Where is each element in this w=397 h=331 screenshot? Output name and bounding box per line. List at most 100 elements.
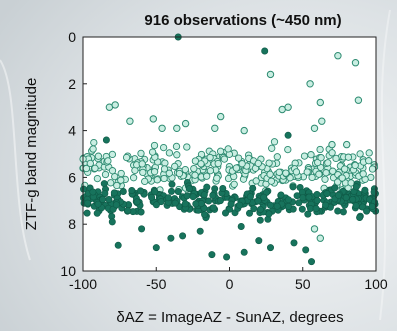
filled-point	[80, 185, 88, 193]
open-point	[265, 159, 273, 167]
open-point	[334, 178, 342, 186]
filled-point	[323, 190, 331, 198]
open-point	[230, 180, 238, 188]
open-point	[89, 145, 97, 153]
open-point	[206, 153, 214, 162]
filled-point	[237, 223, 245, 231]
open-point	[149, 115, 158, 123]
filled-point	[219, 185, 227, 193]
open-point	[165, 149, 174, 157]
filled-point	[83, 209, 91, 217]
y-tick-label: 6	[68, 169, 76, 185]
filled-point	[295, 199, 303, 207]
filled-point	[298, 205, 306, 213]
open-point	[158, 124, 166, 133]
open-point	[351, 59, 360, 67]
filled-point	[361, 186, 369, 194]
x-tick-label: 0	[226, 276, 234, 292]
y-axis-ticks: 0 2 4 6 8 10	[60, 29, 87, 279]
open-point	[111, 101, 119, 109]
open-point	[101, 170, 110, 179]
filled-point	[339, 208, 347, 216]
filled-point	[179, 232, 187, 240]
filled-point	[266, 201, 274, 209]
filled-point	[312, 205, 320, 213]
x-tick-label: 100	[364, 276, 388, 292]
filled-point	[216, 197, 224, 205]
filled-point	[167, 234, 175, 242]
open-point	[206, 167, 215, 175]
open-point	[113, 181, 121, 190]
open-point	[93, 174, 102, 183]
x-axis-label: δAZ = ImageAZ - SunAZ, degrees	[116, 309, 343, 326]
open-point	[150, 168, 159, 176]
filled-point	[137, 208, 145, 216]
filled-point	[256, 206, 264, 214]
x-axis-ticks: -100 -50 0 50 100	[69, 267, 388, 292]
filled-point	[368, 202, 376, 210]
filled-point	[168, 187, 176, 195]
open-point	[117, 169, 125, 178]
open-point	[368, 165, 377, 173]
filled-point	[100, 180, 108, 188]
y-tick-label: 10	[60, 263, 76, 279]
filled-point	[284, 202, 292, 210]
y-tick-label: 4	[68, 123, 76, 139]
filled-point	[209, 191, 217, 199]
filled-point	[99, 195, 107, 203]
open-point	[211, 124, 219, 133]
open-point	[252, 177, 260, 185]
filled-point	[112, 201, 120, 209]
open-point	[190, 164, 198, 173]
open-point	[220, 155, 229, 163]
open-point	[148, 148, 157, 156]
open-point	[216, 147, 225, 155]
filled-point	[128, 187, 136, 195]
filled-point	[119, 188, 127, 196]
open-point	[183, 143, 191, 151]
filled-point	[205, 197, 213, 205]
filled-point	[183, 192, 191, 200]
y-axis-label: ZTF-g band magnitude	[23, 78, 40, 231]
open-point	[321, 175, 329, 183]
filled-point	[284, 131, 292, 139]
x-tick-label: 50	[295, 276, 311, 292]
filled-point	[349, 195, 357, 203]
open-point	[344, 153, 353, 161]
open-point	[306, 80, 314, 88]
open-point	[160, 165, 169, 173]
open-point	[308, 173, 316, 182]
open-point	[343, 140, 351, 149]
filled-point	[105, 196, 113, 204]
open-point	[191, 157, 200, 165]
x-tick-label: -100	[69, 276, 97, 292]
filled-point	[222, 209, 230, 217]
filled-point	[277, 191, 285, 199]
open-point	[108, 150, 117, 159]
open-point	[138, 160, 146, 168]
open-point	[160, 174, 168, 183]
filled-point	[289, 183, 297, 191]
filled-point	[246, 193, 254, 201]
open-point	[314, 158, 322, 167]
filled-point	[181, 200, 189, 208]
filled-point	[174, 188, 182, 196]
open-point	[268, 144, 276, 152]
filled-point	[209, 204, 217, 212]
open-point	[111, 172, 119, 181]
open-point	[117, 176, 125, 184]
open-point	[341, 165, 349, 173]
open-point	[181, 165, 189, 174]
open-point	[129, 174, 138, 182]
open-point	[173, 151, 181, 159]
filled-point	[352, 202, 360, 210]
y-tick-label: 8	[68, 216, 76, 232]
open-point	[275, 168, 283, 176]
open-point	[351, 161, 359, 170]
open-point	[165, 169, 173, 177]
open-point	[317, 154, 325, 162]
filled-point	[356, 214, 364, 222]
filled-point	[89, 188, 97, 196]
filled-point	[84, 199, 92, 207]
